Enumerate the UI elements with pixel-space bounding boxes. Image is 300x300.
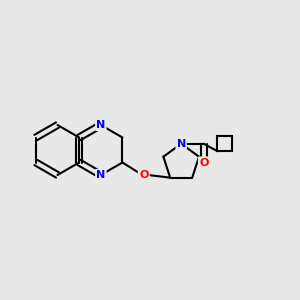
Text: N: N bbox=[177, 139, 186, 149]
Text: O: O bbox=[199, 158, 208, 167]
Text: N: N bbox=[96, 170, 105, 180]
Text: O: O bbox=[139, 170, 148, 180]
Text: O: O bbox=[139, 170, 148, 180]
Text: N: N bbox=[96, 120, 105, 130]
